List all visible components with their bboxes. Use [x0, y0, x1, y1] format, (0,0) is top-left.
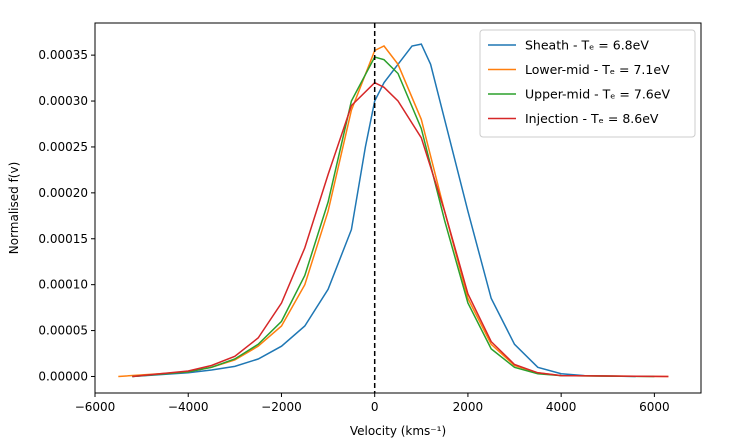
plot-lines	[118, 43, 669, 378]
y-axis-ticks: 0.00000 0.00005 0.00010 0.00015 0.00020 0.000…	[38, 48, 95, 383]
y-tick-label: 0.00010	[38, 278, 88, 292]
x-axis-ticks: −6000 −4000 −2000 0 2000 4000 6000	[75, 393, 670, 414]
x-tick-label: −6000	[75, 400, 116, 414]
x-tick-label: 2000	[453, 400, 484, 414]
y-tick-label: 0.00025	[38, 140, 88, 154]
y-tick-label: 0.00005	[38, 324, 88, 338]
x-tick-label: 6000	[639, 400, 670, 414]
legend-label: Injection - Tₑ = 8.6eV	[525, 111, 659, 126]
x-tick-label: 4000	[546, 400, 577, 414]
y-tick-label: 0.00035	[38, 48, 88, 62]
series-line-0	[132, 43, 636, 378]
plot-frame	[94, 22, 702, 394]
legend: Sheath - Tₑ = 6.8eV Lower-mid - Tₑ = 7.1e…	[479, 29, 696, 138]
x-tick-label: −2000	[261, 400, 302, 414]
series-line-1	[118, 45, 669, 378]
legend-label: Lower-mid - Tₑ = 7.1eV	[525, 62, 670, 77]
y-tick-label: 0.00030	[38, 94, 88, 108]
legend-label: Upper-mid - Tₑ = 7.6eV	[525, 87, 670, 102]
y-tick-label: 0.00020	[38, 186, 88, 200]
x-tick-label: −4000	[168, 400, 209, 414]
series-line-2	[132, 56, 655, 378]
legend-label: Sheath - Tₑ = 6.8eV	[525, 38, 649, 53]
x-tick-label: 0	[371, 400, 379, 414]
legend-box	[479, 29, 696, 138]
y-axis-label: Normalised f(v)	[7, 162, 21, 255]
series-line-3	[132, 81, 669, 378]
x-axis-label: Velocity (kms⁻¹)	[350, 424, 446, 438]
y-tick-label: 0.00000	[38, 369, 88, 383]
y-tick-label: 0.00015	[38, 232, 88, 246]
